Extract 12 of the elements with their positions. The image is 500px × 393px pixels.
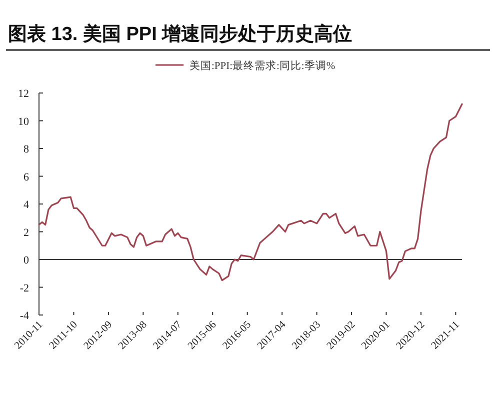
y-tick-label: -2 xyxy=(20,282,29,294)
y-tick-label: 10 xyxy=(18,116,30,128)
y-tick-label: 6 xyxy=(24,171,30,184)
y-tick-label: 0 xyxy=(24,254,30,266)
line-series xyxy=(38,103,463,282)
y-tick-label: -4 xyxy=(20,310,30,322)
y-tick-label: 8 xyxy=(24,144,30,156)
y-tick-label: 4 xyxy=(24,199,30,211)
y-tick-label: 2 xyxy=(24,226,29,239)
y-tick-label: 12 xyxy=(18,88,29,100)
chart-title: 图表 13. 美国 PPI 增速同步处于历史高位 xyxy=(8,23,352,45)
legend-label: 美国:PPI:最终需求:同比:季调% xyxy=(190,59,336,72)
